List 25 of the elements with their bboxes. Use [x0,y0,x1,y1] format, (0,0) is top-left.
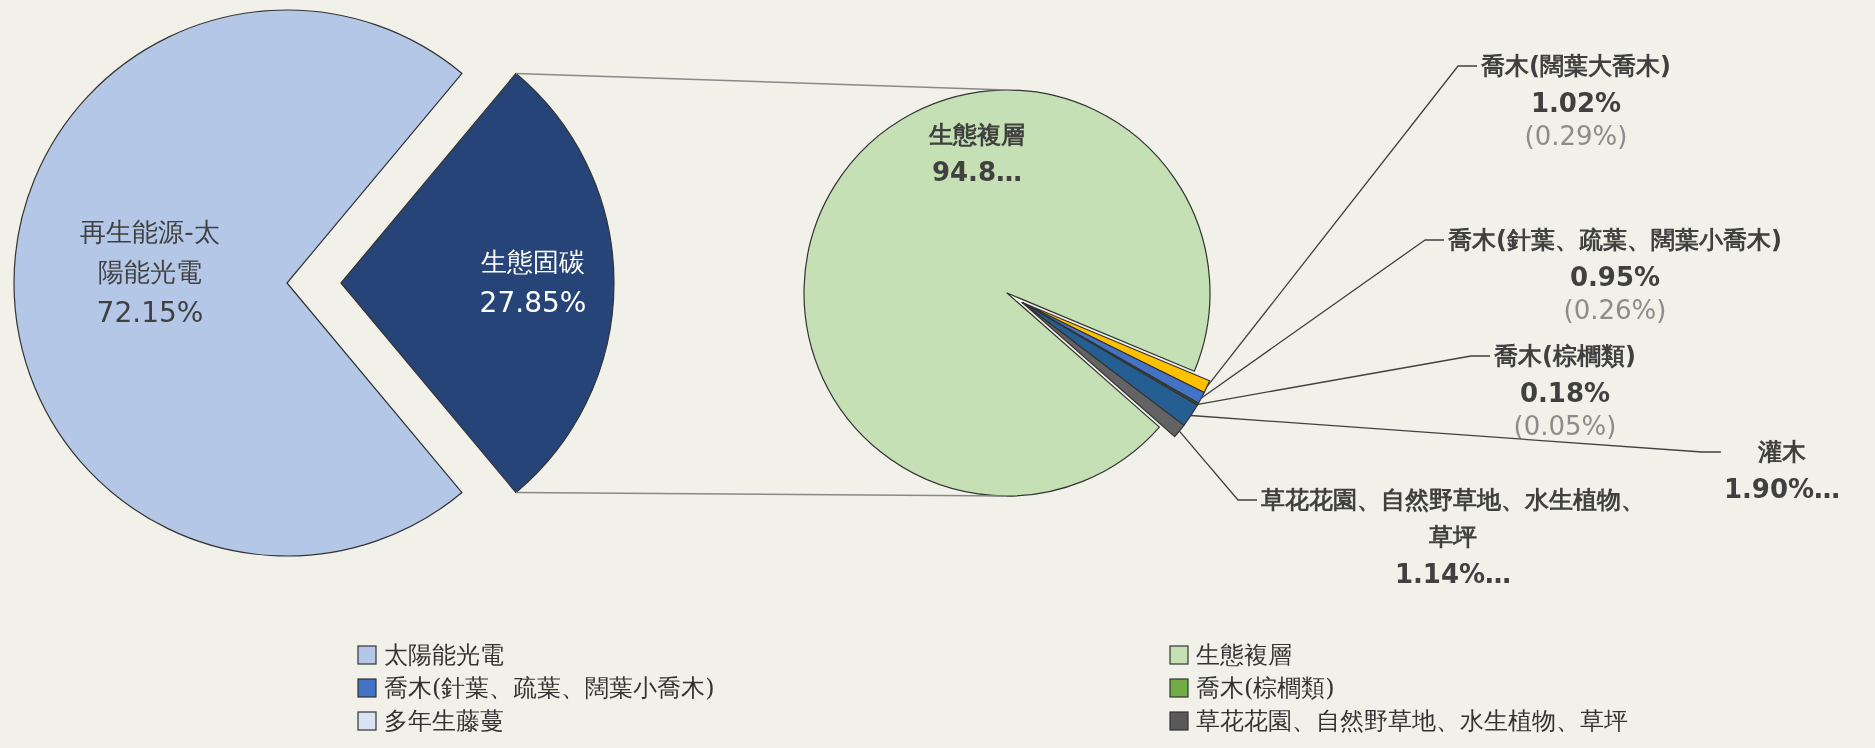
slice-label: 喬木(闊葉大喬木) [1480,52,1671,80]
slice-label: 喬木(針葉、疏葉、闊葉小喬木) [1447,226,1782,254]
slice-label: 灌木 [1757,438,1807,466]
category-label: 喬木(針葉、疏葉、闊葉小喬木) [384,674,715,702]
category-label: 草花花園、自然野草地、水生植物、草坪 [1196,707,1628,735]
slice-label: 生態固碳 [481,247,585,277]
text: (0.26%) [1563,295,1667,326]
category-label: 多年生藤蔓 [384,707,504,735]
category-label: 喬木(棕櫚類) [1196,674,1335,702]
data-label: 1.90%… [1723,474,1841,505]
data-label: 1.02% [1530,88,1622,119]
text: (0.29%) [1524,121,1628,152]
data-label: 1.14%… [1394,559,1512,590]
slice-label: 喬木(棕櫚類) [1493,342,1636,370]
category-label: 生態複層 [1196,641,1292,669]
data-label: 0.18% [1519,378,1611,409]
data-label: 94.8… [931,157,1023,188]
slice-label: 草花花園、自然野草地、水生植物、草坪 [1260,486,1645,552]
slice-label: 生態複層 [928,121,1025,149]
category-label: 太陽能光電 [384,641,504,669]
text: (0.05%) [1513,411,1617,442]
data-label: 72.15% [96,296,204,330]
data-label: 27.85% [479,285,587,319]
slice-label: 再生能源-太陽能光電 [80,217,220,288]
data-label: 0.95% [1569,262,1661,293]
